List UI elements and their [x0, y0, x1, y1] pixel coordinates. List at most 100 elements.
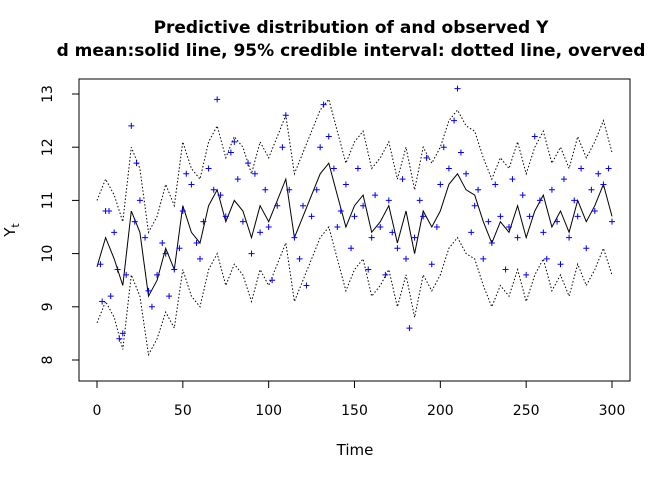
observed-point	[217, 192, 224, 199]
x-tick-label: 0	[93, 403, 102, 419]
observed-point	[531, 133, 538, 140]
observed-point	[536, 197, 543, 204]
observed-point	[523, 271, 530, 278]
y-tick-label: 10	[40, 245, 56, 263]
observed-point	[197, 255, 203, 262]
observed-point	[269, 277, 276, 284]
observed-point	[471, 202, 478, 209]
x-tick-label: 250	[513, 403, 540, 419]
observed-point	[210, 186, 217, 193]
observed-point	[303, 282, 310, 289]
y-axis-label-subscript: t	[9, 223, 22, 228]
y-axis-label-main: Y	[1, 227, 19, 238]
observed-point	[416, 197, 423, 204]
observed-point	[116, 335, 123, 342]
x-tick-label: 200	[427, 403, 454, 419]
observed-point	[148, 303, 155, 310]
observed-point	[433, 224, 440, 230]
lower-credible-line	[96, 225, 613, 357]
observed-point	[200, 218, 207, 225]
observed-point	[399, 176, 406, 183]
observed-point	[162, 250, 169, 257]
y-tick-label: 8	[40, 356, 56, 365]
observed-point	[440, 144, 447, 151]
observed-point	[578, 165, 585, 172]
y-axis: 8 9 10 11 12 13	[40, 85, 80, 365]
observed-point	[609, 218, 615, 225]
observed-point	[463, 170, 470, 177]
observed-point	[274, 202, 281, 209]
observed-point	[554, 218, 561, 225]
observed-point	[179, 208, 186, 215]
observed-point	[423, 154, 430, 161]
observed-point	[128, 122, 135, 129]
observed-point	[451, 117, 458, 124]
observed-point	[372, 192, 379, 199]
observed-point	[106, 208, 113, 215]
observed-point	[119, 330, 126, 337]
observed-point	[154, 271, 161, 278]
observed-point	[308, 213, 315, 220]
observed-point	[257, 229, 264, 236]
observed-point	[475, 186, 482, 193]
observed-point	[480, 255, 487, 262]
observed-point	[574, 213, 581, 220]
observed-point	[543, 255, 550, 262]
observed-point	[296, 255, 303, 262]
observed-point	[385, 197, 392, 204]
observed-point	[348, 245, 355, 252]
observed-point	[123, 271, 130, 278]
observed-point	[560, 176, 567, 183]
observed-point	[497, 213, 504, 220]
observed-point	[183, 170, 190, 177]
observed-point	[377, 224, 384, 230]
y-tick-label: 9	[40, 302, 56, 311]
observed-point	[411, 234, 418, 241]
observed-point	[382, 271, 389, 278]
observed-point	[222, 213, 229, 220]
observed-point	[251, 170, 258, 177]
observed-point	[279, 144, 286, 151]
observed-point	[571, 197, 578, 204]
observed-point	[468, 229, 475, 236]
observed-point	[234, 176, 241, 183]
observed-point	[514, 234, 521, 241]
observed-point	[227, 149, 234, 156]
observed-point	[605, 165, 612, 172]
observed-point	[136, 197, 143, 204]
observed-point	[457, 149, 464, 156]
observed-point	[107, 293, 114, 300]
observed-point	[114, 266, 121, 273]
observed-point	[506, 224, 512, 230]
observed-point	[159, 239, 166, 246]
observed-point	[313, 186, 320, 193]
observed-point	[248, 250, 255, 257]
observed-point	[488, 239, 495, 246]
observed-point	[519, 192, 526, 199]
x-tick-label: 50	[174, 403, 192, 419]
observed-point	[420, 213, 427, 220]
observed-point	[548, 186, 555, 193]
observed-point	[291, 234, 298, 241]
observed-point	[454, 85, 461, 92]
observed-point	[239, 218, 246, 225]
observed-point	[509, 176, 516, 183]
observed-point	[600, 181, 607, 188]
observed-point	[342, 181, 349, 188]
observed-point	[591, 208, 598, 215]
observed-point	[166, 293, 173, 300]
observed-point	[193, 239, 200, 246]
observed-point	[111, 229, 118, 236]
chart-subtitle: d mean:solid line, 95% credible interval…	[57, 41, 646, 61]
observed-point	[540, 229, 547, 236]
observed-point	[360, 202, 367, 209]
observed-point	[97, 261, 104, 268]
observed-point	[282, 112, 289, 119]
observed-point	[403, 255, 409, 262]
observed-point	[176, 245, 183, 252]
observed-point	[131, 218, 138, 225]
observed-point	[588, 186, 595, 193]
observed-point	[330, 165, 337, 172]
y-axis-label: Yt	[1, 223, 22, 238]
